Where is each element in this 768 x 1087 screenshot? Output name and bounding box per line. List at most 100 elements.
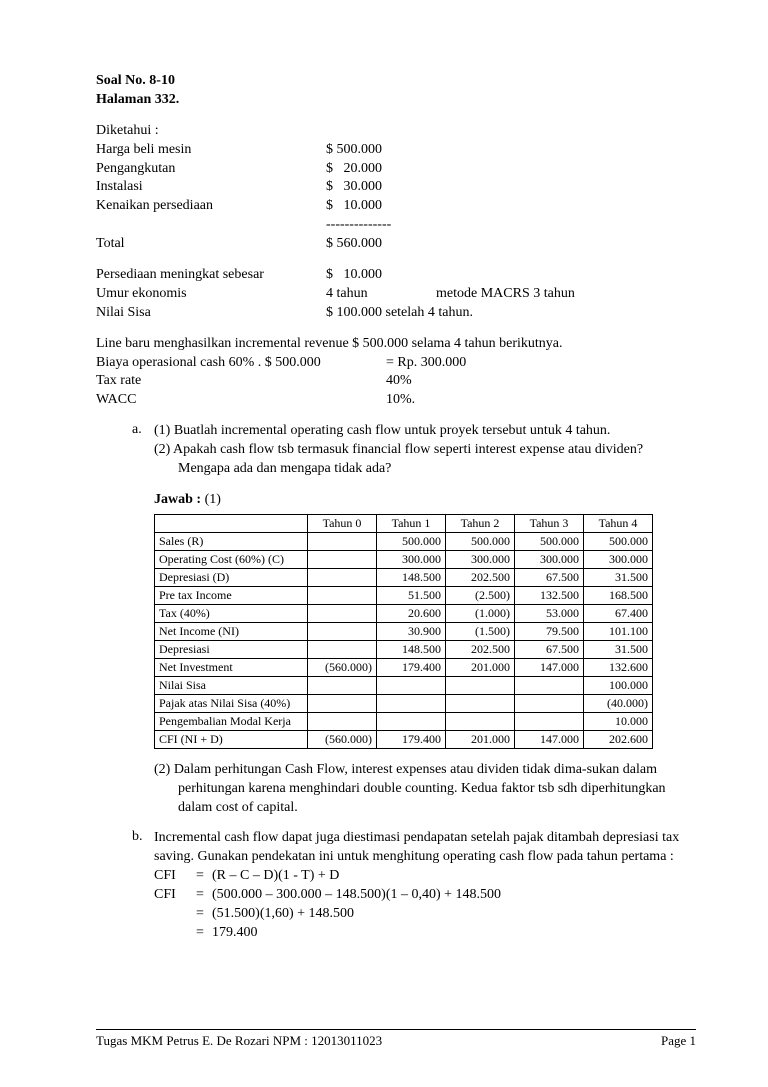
narasi-line: Line baru menghasilkan incremental reven… [96,335,696,354]
cost-value: $ 10.000 [326,197,436,216]
narasi-value: 10%. [386,391,415,410]
cell-value: 179.400 [377,730,446,748]
question-a2: (2) Apakah cash flow tsb termasuk financ… [154,441,696,479]
calc-rhs: (500.000 – 300.000 – 148.500)(1 – 0,40) … [212,886,696,905]
cell-value: (1.000) [446,604,515,622]
question-b: b. Incremental cash flow dapat juga dies… [96,829,696,942]
cost-label: Pengangkutan [96,160,326,179]
table-row: Pre tax Income 51.500(2.500)132.500168.50… [155,586,653,604]
row-label: CFI (NI + D) [155,730,308,748]
row-label: Pajak atas Nilai Sisa (40%) [155,694,308,712]
cell-value [377,694,446,712]
cell-value [377,712,446,730]
diketahui-list: Harga beli mesin$ 500.000 Pengangkutan$ … [96,141,696,254]
cell-value: 202.600 [584,730,653,748]
table-header: Tahun 1 [377,514,446,532]
cell-value: 51.500 [377,586,446,604]
cashflow-table: Tahun 0 Tahun 1 Tahun 2 Tahun 3 Tahun 4 … [154,514,653,749]
list-marker: b. [132,829,154,942]
row-label: Net Investment [155,658,308,676]
row-label: Nilai Sisa [155,676,308,694]
calc-eq: = [196,867,212,886]
cell-value: 500.000 [377,532,446,550]
list-marker: a. [132,422,154,817]
calc-rhs: 179.400 [212,924,696,943]
calc-eq: = [196,886,212,905]
cell-value: 132.500 [515,586,584,604]
cost-label: Instalasi [96,178,326,197]
cell-value: (40.000) [584,694,653,712]
cost-label: Harga beli mesin [96,141,326,160]
cell-value: 500.000 [446,532,515,550]
calc-lhs: CFI [154,867,196,886]
cell-value: 101.100 [584,622,653,640]
footer-right: Page 1 [661,1033,696,1049]
cell-value: (2.500) [446,586,515,604]
cell-value: 300.000 [446,550,515,568]
table-row: Depresiasi148.500202.50067.50031.500 [155,640,653,658]
info-value: $ 10.000 [326,266,436,285]
info-block: Persediaan meningkat sebesar$ 10.000 Umu… [96,266,696,323]
cell-value: 10.000 [584,712,653,730]
cell-value [308,568,377,586]
cell-value: 67.400 [584,604,653,622]
cost-value: $ 500.000 [326,141,436,160]
cost-value: $ 30.000 [326,178,436,197]
footer-left: Tugas MKM Petrus E. De Rozari NPM : 1201… [96,1033,382,1049]
info-label: Persediaan meningkat sebesar [96,266,326,285]
cell-value [308,604,377,622]
calc-lhs [154,924,196,943]
cell-value: 31.500 [584,640,653,658]
diketahui-title: Diketahui : [96,122,696,141]
total-value: $ 560.000 [326,235,436,254]
table-header: Tahun 2 [446,514,515,532]
row-label: Sales (R) [155,532,308,550]
cell-value: 100.000 [584,676,653,694]
document-page: Soal No. 8-10 Halaman 332. Diketahui : H… [0,0,768,1087]
cell-value: 179.400 [377,658,446,676]
cell-value [308,550,377,568]
info-label: Umur ekonomis [96,285,326,304]
row-label: Operating Cost (60%) (C) [155,550,308,568]
cell-value: 67.500 [515,568,584,586]
row-label: Pre tax Income [155,586,308,604]
narasi-label: Tax rate [96,372,386,391]
cell-value [308,622,377,640]
table-row: Sales (R)500.000500.000500.000500.000 [155,532,653,550]
cell-value: 53.000 [515,604,584,622]
cell-value: 148.500 [377,568,446,586]
cell-value [377,676,446,694]
cell-value [515,676,584,694]
info-extra [436,266,696,285]
cell-value: 20.600 [377,604,446,622]
row-label: Pengembalian Modal Kerja [155,712,308,730]
cell-value: 168.500 [584,586,653,604]
jawab-heading: Jawab : (1) [154,491,696,510]
narasi-value: 40% [386,372,412,391]
cell-value: 79.500 [515,622,584,640]
cell-value [515,712,584,730]
total-label: Total [96,235,326,254]
narasi-value: = Rp. 300.000 [386,354,466,373]
cell-value: 147.000 [515,658,584,676]
page-footer: Tugas MKM Petrus E. De Rozari NPM : 1201… [96,1029,696,1049]
cell-value: 132.600 [584,658,653,676]
answer-a2: (2) Dalam perhitungan Cash Flow, interes… [154,761,696,818]
cell-value: 202.500 [446,568,515,586]
cell-value: (560.000) [308,730,377,748]
row-label: Tax (40%) [155,604,308,622]
table-row: Net Investment(560.000)179.400201.000147… [155,658,653,676]
cell-value: 500.000 [515,532,584,550]
table-row: Nilai Sisa 100.000 [155,676,653,694]
cell-value [308,532,377,550]
table-row: Pajak atas Nilai Sisa (40%) (40.000) [155,694,653,712]
cell-value: 147.000 [515,730,584,748]
calc-eq: = [196,924,212,943]
cell-value: 67.500 [515,640,584,658]
calc-rhs: (R – C – D)(1 - T) + D [212,867,696,886]
cell-value: 148.500 [377,640,446,658]
info-extra: metode MACRS 3 tahun [436,285,696,304]
cell-value: 31.500 [584,568,653,586]
table-header: Tahun 3 [515,514,584,532]
row-label: Depresiasi [155,640,308,658]
